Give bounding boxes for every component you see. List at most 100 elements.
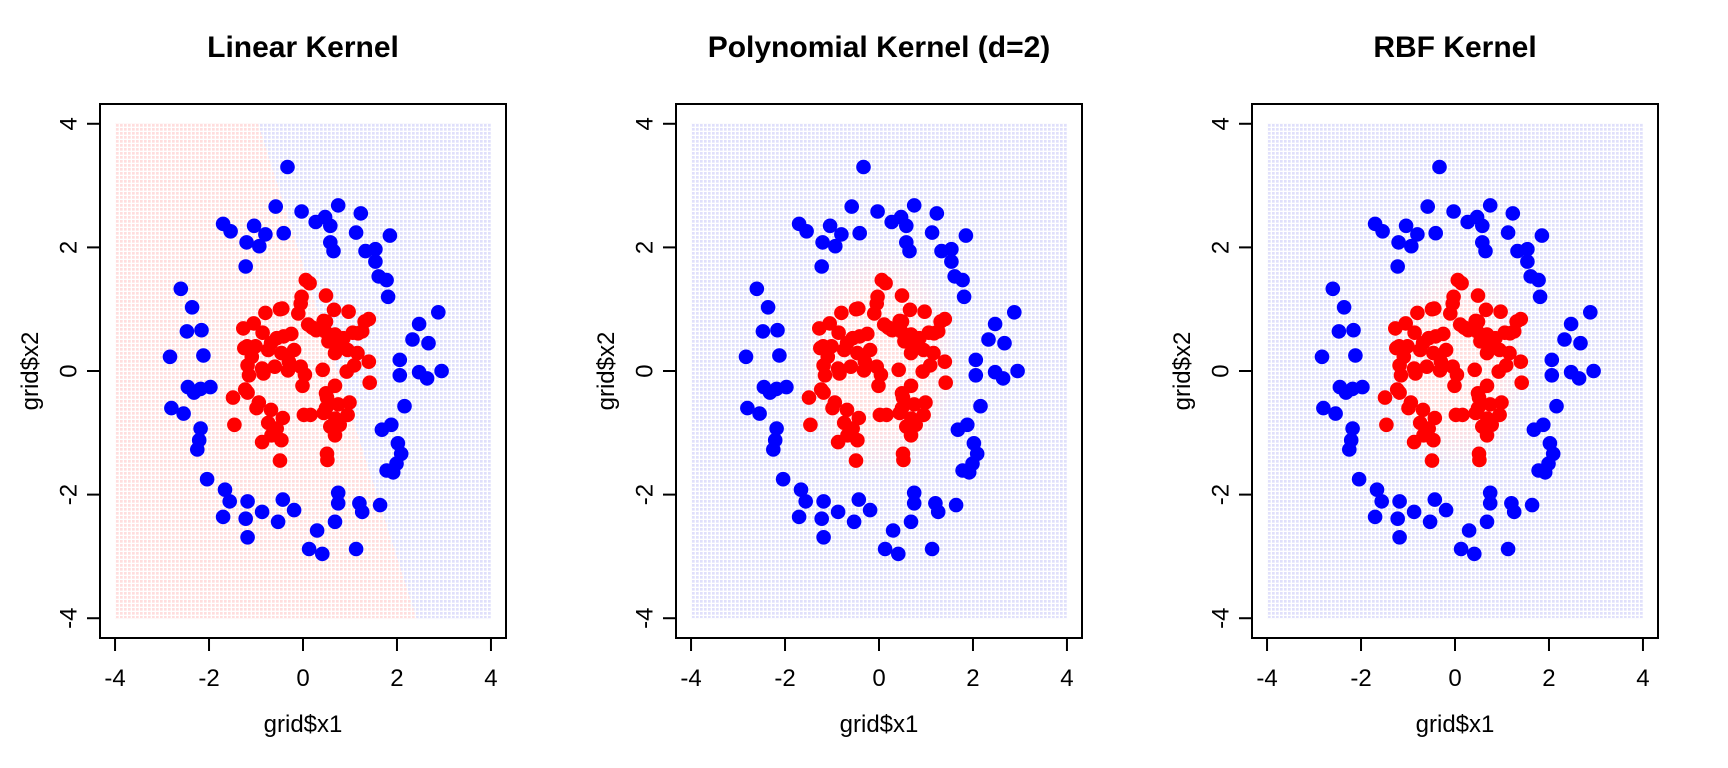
data-point-red: [1445, 296, 1460, 311]
data-point-blue: [760, 300, 776, 315]
data-point-red: [918, 395, 933, 410]
data-point-blue: [944, 254, 959, 269]
data-point-blue: [1505, 206, 1521, 221]
data-point-blue: [1544, 352, 1560, 368]
data-point-blue: [1482, 496, 1498, 511]
data-point-red: [857, 354, 873, 370]
data-point-red: [813, 382, 829, 397]
data-point-blue: [254, 504, 270, 520]
data-point-red: [1470, 288, 1486, 303]
data-point-red: [267, 359, 283, 375]
data-point-blue: [280, 159, 295, 175]
data-point-red: [327, 345, 343, 361]
data-point-blue: [1453, 541, 1469, 557]
data-point-blue: [199, 471, 215, 487]
data-point-red: [891, 362, 906, 378]
data-point-blue: [1532, 289, 1548, 305]
data-point-blue: [752, 406, 767, 421]
data-point-red: [1494, 395, 1509, 410]
data-point-blue: [164, 400, 179, 416]
data-point-blue: [380, 289, 396, 305]
data-point-red: [1408, 366, 1423, 381]
y-axis-tick-labels: -4 -2 0 2 4: [631, 117, 658, 629]
data-point-blue: [251, 238, 267, 254]
data-point-red: [357, 314, 372, 329]
data-point-red: [834, 305, 849, 321]
data-point-blue: [392, 368, 408, 383]
data-point-blue: [844, 199, 859, 214]
data-point-blue: [382, 228, 398, 243]
data-point-red: [225, 390, 241, 405]
data-point-blue: [330, 485, 346, 501]
data-point-red: [1389, 382, 1405, 397]
data-point-red: [249, 400, 264, 416]
data-point-blue: [906, 496, 922, 511]
scatter-points-blue: [162, 159, 449, 562]
scatter-points-red: [1377, 272, 1529, 468]
data-point-red: [894, 400, 910, 416]
data-point-red: [362, 375, 378, 391]
data-point-blue: [1479, 514, 1495, 530]
data-point-blue: [1351, 471, 1367, 487]
data-point-blue: [830, 504, 846, 520]
data-point-red: [873, 367, 889, 383]
data-point-blue: [1428, 225, 1443, 241]
data-point-red: [346, 358, 362, 373]
data-point-blue: [852, 225, 867, 241]
y-tick-label: -4: [631, 608, 658, 629]
data-point-blue: [1475, 218, 1490, 234]
data-point-red: [937, 354, 953, 370]
data-point-blue: [816, 494, 831, 509]
data-point-blue: [906, 485, 922, 501]
data-point-blue: [1404, 238, 1419, 254]
x-tick-label: 2: [966, 665, 979, 692]
data-point-blue: [1520, 241, 1535, 257]
data-point-blue: [193, 421, 208, 436]
data-point-blue: [1438, 502, 1454, 518]
data-point-blue: [755, 324, 771, 339]
data-point-blue: [770, 322, 785, 338]
data-point-blue: [968, 352, 984, 368]
data-point-red: [272, 301, 288, 317]
y-tick-label: -4: [55, 608, 82, 629]
data-point-blue: [779, 379, 794, 395]
data-point-red: [1449, 367, 1465, 383]
data-point-blue: [196, 348, 211, 363]
data-point-blue: [1390, 511, 1405, 526]
data-point-blue: [1342, 442, 1357, 457]
data-point-red: [1498, 358, 1514, 373]
data-point-blue: [828, 238, 843, 254]
data-point-blue: [1367, 509, 1383, 525]
data-point-red: [258, 305, 273, 321]
data-point-red: [832, 366, 847, 381]
data-point-blue: [738, 349, 754, 365]
data-point-red: [860, 326, 875, 342]
data-point-red: [1400, 339, 1415, 354]
data-point-red: [879, 407, 894, 423]
data-point-blue: [173, 281, 189, 297]
data-point-red: [293, 296, 309, 311]
data-point-red: [871, 378, 886, 394]
data-point-red: [256, 366, 271, 381]
data-point-blue: [268, 199, 284, 214]
data-point-blue: [1520, 254, 1535, 269]
data-point-blue: [222, 494, 237, 509]
data-point-blue: [1427, 492, 1443, 507]
panel-title: Polynomial Kernel (d=2): [707, 31, 1051, 64]
data-point-red: [1410, 305, 1425, 321]
panel-rbf-kernel: RBF Kernel -4 -2 0 2 4 -4 -2 0 2 4 grid$x1 grid$x…: [1152, 0, 1728, 768]
data-point-blue: [1010, 363, 1025, 379]
data-point-blue: [799, 224, 814, 239]
data-point-red: [933, 314, 948, 329]
x-axis-ticks: [690, 638, 1068, 651]
data-point-blue: [1316, 400, 1331, 416]
data-point-blue: [948, 497, 964, 513]
data-point-red: [1509, 314, 1524, 329]
data-point-red: [1415, 402, 1431, 418]
data-point-blue: [354, 504, 370, 520]
data-point-blue: [1392, 494, 1407, 509]
data-point-blue: [1506, 504, 1522, 520]
data-point-blue: [816, 530, 831, 545]
data-point-red: [1479, 345, 1495, 361]
data-point-blue: [1467, 546, 1482, 562]
